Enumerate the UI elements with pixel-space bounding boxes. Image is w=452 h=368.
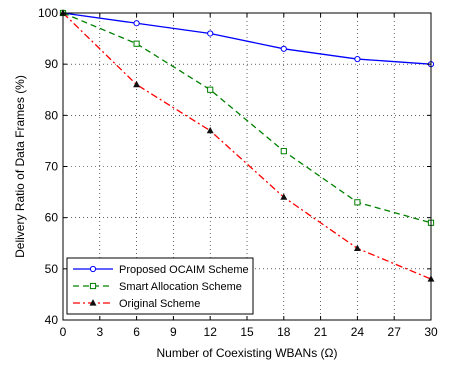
series-line xyxy=(62,12,432,224)
y-axis-title: Delivery Ratio of Data Frames (%) xyxy=(13,75,27,258)
data-point xyxy=(280,45,287,52)
legend-item: Original Scheme xyxy=(73,298,200,310)
series-3 xyxy=(59,9,435,282)
legend-item: Smart Allocation Scheme xyxy=(73,281,242,293)
ticks: 0 3 6 9 12 15 18 21 24 27 30 40 50 60 70 80 90 100 xyxy=(38,6,438,339)
x-tick-label: 24 xyxy=(351,325,365,339)
series-line xyxy=(62,12,432,65)
y-tick-label: 80 xyxy=(45,108,59,122)
x-axis-title: Number of Coexisting WBANs (Ω) xyxy=(156,346,337,360)
data-point xyxy=(354,199,361,206)
y-tick-label: 100 xyxy=(38,6,58,20)
legend-item: Proposed OCAIM Scheme xyxy=(73,264,249,276)
y-tick-label: 60 xyxy=(45,211,59,225)
x-tick-label: 21 xyxy=(314,325,328,339)
x-tick-label: 0 xyxy=(60,325,67,339)
legend-label: Proposed OCAIM Scheme xyxy=(119,264,249,276)
y-tick-label: 90 xyxy=(45,57,59,71)
data-point xyxy=(353,244,361,251)
y-tick-label: 50 xyxy=(45,262,59,276)
data-point xyxy=(207,86,214,93)
x-tick-label: 12 xyxy=(204,325,218,339)
x-tick-label: 15 xyxy=(240,325,254,339)
legend-label: Smart Allocation Scheme xyxy=(119,281,242,293)
legend-label: Original Scheme xyxy=(119,298,200,310)
data-point xyxy=(280,148,287,155)
y-tick-label: 40 xyxy=(45,313,59,327)
data-point xyxy=(133,80,141,88)
x-tick-label: 6 xyxy=(133,325,140,339)
legend-marker xyxy=(89,282,97,290)
x-tick-label: 18 xyxy=(277,325,291,339)
x-tick-label: 3 xyxy=(96,325,103,339)
series-line xyxy=(62,12,432,280)
legend-marker xyxy=(89,299,97,306)
legend-marker xyxy=(89,265,97,273)
x-tick-label: 27 xyxy=(388,325,402,339)
data-point xyxy=(133,20,140,27)
legend: Proposed OCAIM Scheme Smart Allocation Sc… xyxy=(66,257,254,315)
y-tick-label: 70 xyxy=(45,160,59,174)
data-point xyxy=(133,40,140,47)
data-point xyxy=(354,55,361,63)
x-tick-label: 9 xyxy=(170,325,177,339)
data-point xyxy=(280,193,288,200)
data-point xyxy=(207,30,214,37)
series-1 xyxy=(59,9,435,68)
data-point xyxy=(206,126,214,134)
x-tick-label: 30 xyxy=(424,325,438,339)
